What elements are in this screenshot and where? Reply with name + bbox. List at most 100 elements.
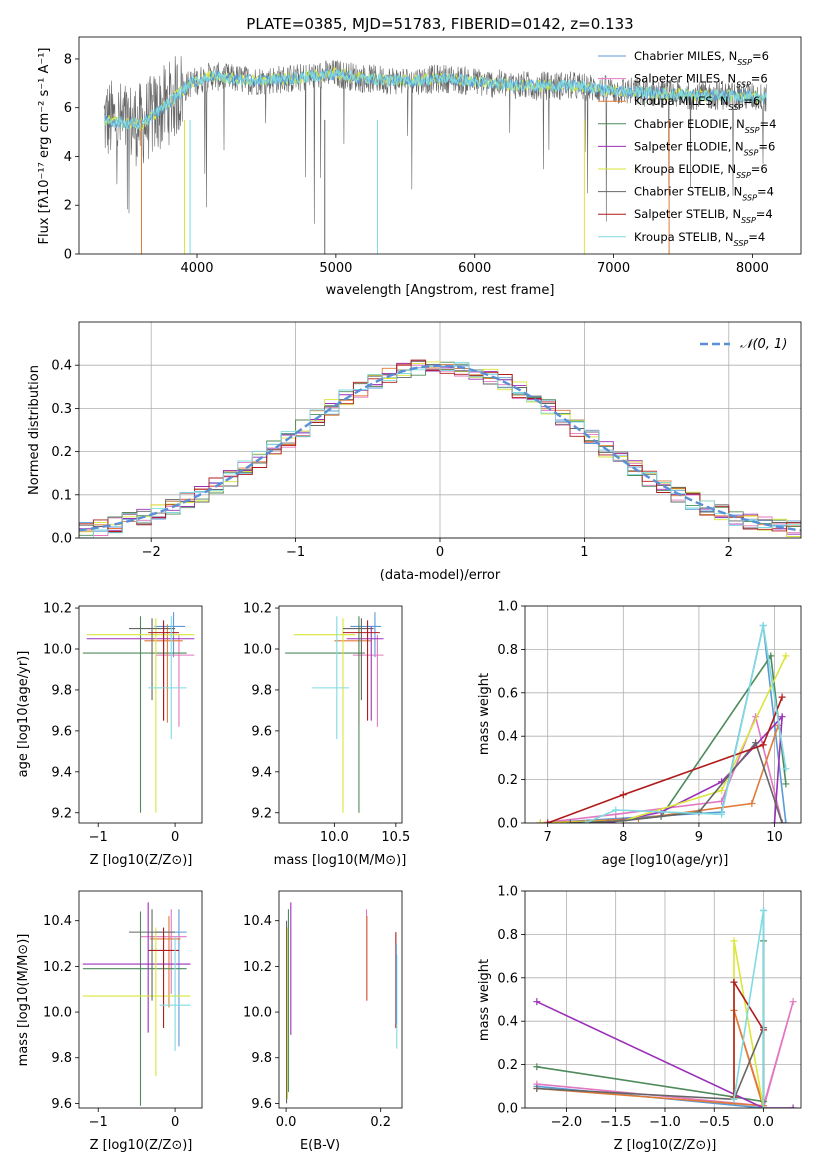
x-tick-label: 9 [695,830,703,845]
mass-weight-line [536,1010,765,1108]
mass-weight-marker [695,808,703,816]
x-tick-label: −2.0 [551,1115,583,1130]
mass-weight-marker [782,819,790,823]
mass-weight-line [540,655,787,823]
mass-z-xlabel: Z [log10(Z/Z⊙)] [90,1138,193,1153]
mass-weight-marker [533,1084,541,1092]
y-tick-label: 9.2 [251,806,272,821]
mass-weight-marker [759,741,767,749]
plot-area [286,902,398,1104]
x-tick-label: −2 [142,545,161,560]
axes-frame [78,890,203,1109]
histogram-ylabel: Normed distribution [27,365,42,495]
y-tick-label: 9.6 [251,724,272,739]
x-tick-label: 0 [171,830,179,845]
y-tick-label: 9.6 [251,1097,272,1112]
y-tick-label: 9.8 [251,1051,272,1066]
x-tick-label: 8000 [736,261,769,276]
mass-weight-marker [782,780,790,788]
mass-weight-marker [782,652,790,660]
mass-weight-marker [619,791,627,799]
mass-weight-marker [581,819,589,823]
axes-frame [78,605,203,824]
y-tick-label: 10.0 [43,642,72,657]
y-tick-label: 1.0 [497,885,518,900]
mass-weight-marker [759,622,767,630]
x-tick-label: 0 [171,1115,179,1130]
mass-weight-marker [533,998,541,1006]
x-tick-label: 7 [544,830,552,845]
y-tick-label: 9.6 [51,724,72,739]
x-tick-label: −0.5 [698,1115,730,1130]
y-tick-label: 10.2 [243,960,272,975]
mass-weight-marker [544,819,552,823]
age-vs-mass-panel: 10.0 10.5 9.2 9.4 9.6 9.8 10.0 10.2 [243,602,410,845]
y-tick-label: 0.3 [51,402,72,417]
mass-weight-marker [778,693,786,701]
x-tick-label: 1 [580,545,588,560]
mass-weight-vs-age-panel: 7 8 9 10 0.0 0.2 0.4 0.6 0.8 1.0 [497,600,802,845]
mass-weight-marker [789,1104,797,1108]
x-tick-label: 2 [725,545,733,560]
x-tick-label: 10.5 [381,830,410,845]
plot-area [82,902,191,1106]
mass-ebv-xlabel: E(B-V) [300,1138,340,1153]
x-tick-label: 0.2 [370,1115,391,1130]
mass-weight-line [536,910,765,1108]
y-tick-label: 10.0 [243,642,272,657]
mw-age-ylabel: mass weight [477,673,492,755]
plot-area [103,56,767,254]
x-tick-label: 7000 [597,261,630,276]
mass-weight-line [536,1000,794,1108]
mass-weight-line [540,714,783,823]
y-tick-label: 9.4 [51,765,72,780]
y-tick-label: 0.4 [497,730,518,745]
y-tick-label: 0.2 [51,445,72,460]
age-mass-xlabel: mass [log10(M/M⊙)] [274,853,407,868]
mw-age-xlabel: age [log10(age/yr)] [602,853,729,868]
y-tick-label: 0 [64,248,72,263]
x-tick-label: −1.0 [649,1115,681,1130]
mass-weight-marker [760,1104,768,1108]
y-tick-label: 0.4 [497,1015,518,1030]
legend-label: Kroupa ELODIE, NSSP=6 [634,162,768,180]
mass-weight-marker [718,810,726,818]
y-tick-label: 0.0 [51,532,72,547]
mass-weight-marker [752,739,760,747]
legend-label: Chabrier ELODIE, NSSP=4 [634,117,776,135]
mass-weight-marker [730,978,738,986]
x-tick-label: −1 [89,830,108,845]
legend-label: Chabrier STELIB, NSSP=4 [634,185,774,203]
mass-weight-marker [778,819,786,823]
y-tick-label: 0.1 [51,488,72,503]
mass-weight-marker [536,819,544,823]
mass-weight-line [570,741,783,823]
x-tick-label: 10 [766,830,783,845]
mass-weight-marker [730,937,738,945]
axes-frame [78,321,802,539]
y-tick-label: 0.2 [497,1058,518,1073]
mass-weight-marker [748,799,756,807]
histogram-xlabel: (data-model)/error [380,568,501,583]
mw-z-ylabel: mass weight [477,959,492,1041]
y-tick-label: 4 [64,150,72,165]
x-tick-label: 10.0 [320,830,349,845]
x-tick-label: 4000 [180,261,213,276]
plot-area [79,359,801,538]
age-z-xlabel: Z [log10(Z/Z⊙)] [90,853,193,868]
x-tick-label: −1.5 [600,1115,632,1130]
mass-weight-marker [533,1063,541,1071]
y-tick-label: 10.2 [43,602,72,617]
plot-area [536,622,790,823]
histogram-step-line [79,362,801,538]
y-tick-label: 0.2 [497,773,518,788]
axes-frame [78,36,802,255]
axes-frame [278,605,403,824]
spectrum-panel: 4000 5000 6000 7000 8000 0 2 4 6 8 Chabrier MILES,… [64,36,802,276]
mass-weight-marker [718,786,726,794]
x-tick-label: −1 [286,545,305,560]
y-tick-label: 10.4 [243,914,272,929]
y-tick-label: 9.8 [51,1051,72,1066]
mass-weight-marker [619,817,627,823]
